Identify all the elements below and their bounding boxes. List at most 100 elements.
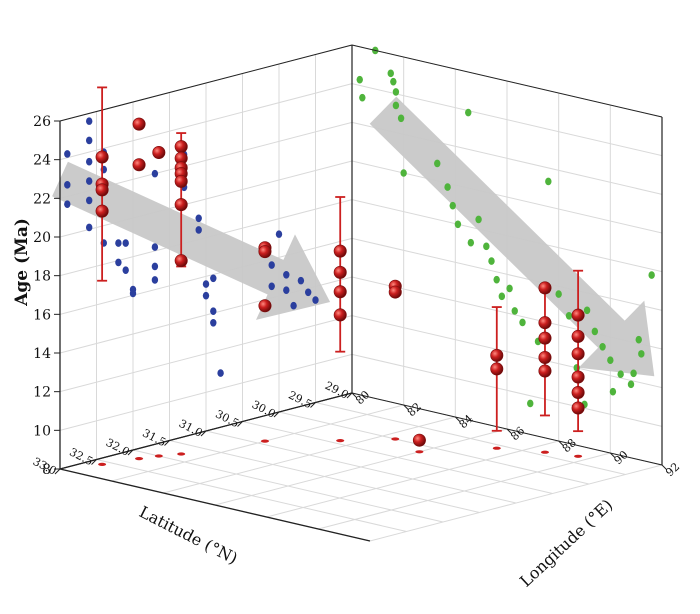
longitude-projection-point <box>635 335 642 344</box>
longitude-projection-point <box>648 271 655 279</box>
latitude-projection-point <box>202 280 210 288</box>
age-data-point <box>174 254 188 268</box>
longitude-projection-point <box>387 69 394 78</box>
trend-arrows <box>52 96 655 377</box>
longitude-projection-point <box>392 88 400 96</box>
z-tick-label: 14 <box>33 346 51 362</box>
longitude-projection-point <box>506 284 513 293</box>
age-data-point <box>538 331 552 345</box>
longitude-projection-point <box>609 387 617 396</box>
latitude-projection-point <box>86 223 93 232</box>
longitude-projection-point <box>454 220 462 229</box>
latitude-projection-point <box>64 150 71 158</box>
latitude-projection-point <box>268 282 275 291</box>
longitude-projection-point <box>467 238 475 247</box>
age-data-point <box>571 401 585 415</box>
longitude-projection-point <box>465 108 472 117</box>
latitude-projection-point <box>195 226 202 234</box>
grid-line-floor-lon <box>318 452 611 530</box>
z-tick-label: 8 <box>42 462 51 478</box>
latitude-projection-point <box>268 261 275 269</box>
age-data-point <box>132 158 146 172</box>
latitude-projection-point <box>86 117 93 125</box>
age-data-point <box>538 316 552 330</box>
longitude-axis-line <box>59 468 371 542</box>
grid-line-floor-lon <box>163 416 456 494</box>
age-data-point <box>388 285 402 299</box>
longitude-projection-point <box>511 307 518 315</box>
latitude-projection-point <box>210 307 217 315</box>
floor-shadow-point <box>260 439 269 443</box>
longitude-projection-point <box>555 290 562 298</box>
z-tick-label: 12 <box>33 385 51 401</box>
age-data-point <box>571 370 585 384</box>
latitude-projection-point <box>283 286 290 295</box>
age-data-point <box>571 308 585 322</box>
data-points <box>95 86 585 466</box>
x-tick-mark <box>310 402 316 408</box>
floor-shadow-point <box>391 437 400 441</box>
longitude-projection-point <box>617 370 624 379</box>
y-tick-mark <box>558 440 565 447</box>
z-tick-label: 18 <box>33 269 51 285</box>
age-data-point <box>571 347 585 361</box>
latitude-projection-point <box>115 239 122 247</box>
longitude-projection-point <box>483 242 490 251</box>
age-data-point <box>571 385 585 399</box>
longitude-projection-point <box>400 169 407 177</box>
y-tick-label: 92 <box>663 460 682 479</box>
age-data-point <box>490 348 504 362</box>
latitude-projection-point <box>86 136 93 145</box>
longitude-projection-point <box>493 275 500 284</box>
y-axis-label: Longitude (°E) <box>516 495 616 590</box>
grid-line-floor-lon <box>266 440 559 518</box>
y-tick-mark <box>403 404 410 411</box>
z-tick-label: 20 <box>33 230 51 246</box>
longitude-projection-point <box>607 356 614 365</box>
top-left-edge <box>59 44 353 122</box>
latitude-projection-point <box>283 270 290 279</box>
z-tick-label: 16 <box>33 307 51 323</box>
y-tick-mark <box>351 392 358 399</box>
longitude-projection-point <box>630 369 637 378</box>
y-tick-mark <box>454 416 461 423</box>
x-tick-mark <box>164 440 170 446</box>
age-data-point <box>258 299 272 313</box>
chart-axes <box>54 44 668 542</box>
y-tick-mark <box>661 464 668 471</box>
latitude-projection-point <box>86 196 93 205</box>
latitude-projection-point <box>122 266 129 274</box>
x-tick-mark <box>346 392 353 399</box>
latitude-projection-point <box>151 243 159 251</box>
latitude-projection-point <box>290 301 297 310</box>
z-tick-label: 22 <box>33 191 51 207</box>
age-data-point <box>95 150 109 164</box>
latitude-projection-point <box>210 274 217 283</box>
y-tick-mark <box>506 428 513 435</box>
trend-arrow <box>369 96 655 377</box>
longitude-projection-point <box>583 306 591 315</box>
longitude-projection-point <box>444 183 451 191</box>
longitude-projection-point <box>359 93 366 102</box>
latitude-projection-point <box>275 230 283 238</box>
age-data-point <box>95 204 109 218</box>
age-data-point <box>258 245 272 259</box>
longitude-projection-point <box>390 77 397 86</box>
floor-shadow-point <box>135 457 144 461</box>
age-data-point <box>333 265 347 279</box>
age-data-point <box>538 364 552 378</box>
z-tick-label: 24 <box>33 153 51 169</box>
top-right-edge <box>351 44 663 118</box>
floor-shadow-point <box>177 452 186 456</box>
trend-arrow <box>52 161 331 320</box>
age-data-point <box>571 329 585 343</box>
age-data-point <box>412 433 426 447</box>
age-data-point <box>152 145 166 159</box>
floor-shadow-point <box>540 450 549 454</box>
age-data-point <box>95 183 109 197</box>
longitude-projection-point <box>638 350 645 358</box>
latitude-projection-point <box>297 276 305 285</box>
latitude-projection-point <box>195 214 202 223</box>
age-data-point <box>132 117 146 131</box>
